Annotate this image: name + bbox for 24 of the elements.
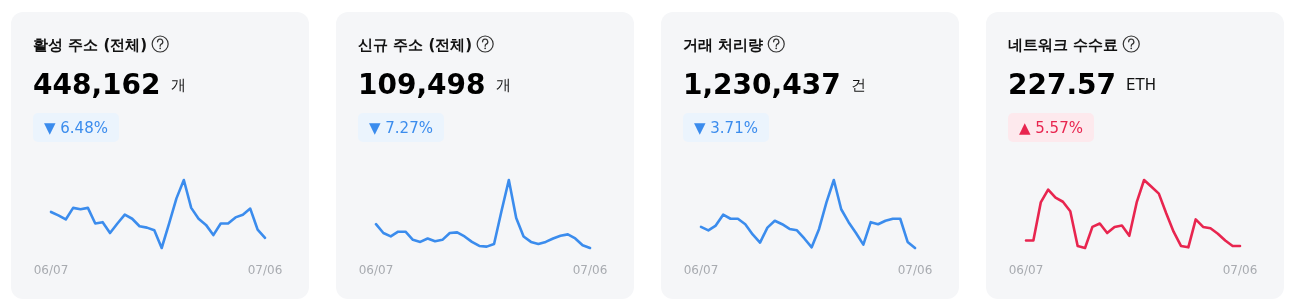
unit: ETH <box>1126 76 1156 94</box>
title: 활성 주소 (전체) <box>33 36 148 54</box>
unit: 건 <box>850 76 866 94</box>
subtitle: 1,230,437 <box>683 68 841 101</box>
xtick: 07/06 <box>247 263 283 277</box>
unit: 개 <box>170 76 186 94</box>
xtick: 06/07 <box>1008 263 1044 277</box>
xtick: 07/06 <box>572 263 608 277</box>
subtitle: 448,162 <box>33 68 161 101</box>
xtick: 06/07 <box>358 263 394 277</box>
change: ▼ 7.27% <box>369 119 433 137</box>
change: ▼ 3.71% <box>694 119 758 137</box>
xtick: 07/06 <box>1222 263 1258 277</box>
change: ▼ 6.48% <box>44 119 108 137</box>
subtitle: 227.57 <box>1008 68 1117 101</box>
title: 신규 주소 (전체) <box>358 36 473 54</box>
unit: 개 <box>495 76 511 94</box>
title: 거래 처리량 <box>683 36 764 54</box>
title: 네트워크 수수료 <box>1008 36 1119 54</box>
xtick: 06/07 <box>683 263 719 277</box>
change: ▲ 5.57% <box>1019 119 1083 137</box>
xtick: 06/07 <box>33 263 69 277</box>
xtick: 07/06 <box>897 263 933 277</box>
subtitle: 109,498 <box>358 68 486 101</box>
